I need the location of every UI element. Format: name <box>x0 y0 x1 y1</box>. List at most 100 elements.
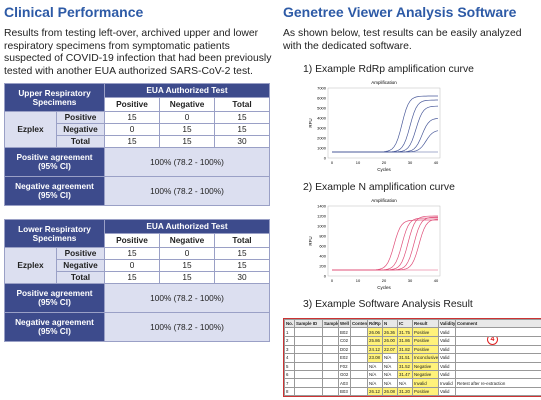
result-cell: 31.52 <box>397 361 413 371</box>
result-cell <box>294 344 323 355</box>
table-row: Positive agreement (95% CI) 100% (78.2 - … <box>4 283 271 314</box>
result-cell <box>322 361 339 371</box>
result-cell: C02 <box>338 335 351 346</box>
value-cell: 15 <box>159 271 215 285</box>
y-tick-label: 3000 <box>317 126 327 131</box>
y-tick-label: 400 <box>319 254 326 259</box>
row-label: Total <box>55 135 106 149</box>
result-cell: 1 <box>284 327 295 337</box>
result-cell: N/A <box>397 378 413 388</box>
subheader-cell: Total <box>213 233 271 249</box>
y-axis-label: RFU <box>308 118 313 127</box>
y-tick-label: 1000 <box>317 146 327 151</box>
row-label: Positive <box>55 111 106 125</box>
result-cell: Valid <box>438 369 456 380</box>
plot-bg <box>327 205 441 277</box>
result-cell <box>455 369 541 380</box>
agreement-value: 100% (78.2 - 100%) <box>104 147 271 178</box>
result-cell: N/A <box>382 353 398 363</box>
result-cell: Negative <box>412 369 439 380</box>
paragraph: As shown below, test results can be easi… <box>283 28 522 52</box>
result-cell: N/A <box>382 361 398 371</box>
agreement-value: 100% (78.2 - 100%) <box>103 283 271 314</box>
agreement-value: 100% (78.2 - 100%) <box>104 176 271 207</box>
row-label: Negative <box>56 259 105 273</box>
result-cell <box>294 369 323 380</box>
result-cell <box>350 369 368 380</box>
chart-title: Amplification <box>371 198 397 203</box>
result-cell <box>322 369 339 380</box>
result-cell <box>294 378 323 388</box>
table-row: Negative 0 15 15 <box>5 259 271 273</box>
value-cell: 30 <box>214 135 271 149</box>
result-cell: A03 <box>338 378 351 388</box>
column-header: IC <box>397 318 413 329</box>
result-cell <box>455 327 541 337</box>
result-cell: 4 <box>284 353 295 363</box>
result-cell: 31.86 <box>397 335 413 346</box>
section-title: Genetree Viewer Analysis Software <box>283 4 517 20</box>
section-label: 1) Example RdRp amplification curve <box>303 64 474 75</box>
x-tick-label: 20 <box>382 160 387 165</box>
y-tick-label: 200 <box>319 264 326 269</box>
result-cell: B02 <box>338 327 351 337</box>
y-tick-label: 0 <box>324 274 327 279</box>
table-row: Lower Respiratory Specimens EUA Authorize… <box>4 219 271 249</box>
result-cell <box>350 344 368 355</box>
result-cell: G02 <box>338 369 351 380</box>
column-header: N <box>382 318 398 329</box>
table-row: Negative agreement (95% CI) 100% (78.2 - … <box>3 176 271 207</box>
y-tick-label: 2000 <box>317 136 327 141</box>
row-label: Total <box>56 271 105 285</box>
group-cell: Ezplex <box>4 247 57 285</box>
result-cell: 31.47 <box>397 369 413 380</box>
result-cell: 3 <box>284 344 295 355</box>
result-screenshot: No. Sample ID Sample Well Content RdRp N IC Resu… <box>283 318 541 398</box>
x-axis-label: Cycles <box>377 285 391 290</box>
result-cell: 31.82 <box>397 344 413 355</box>
result-cell <box>350 386 368 397</box>
value-cell: 15 <box>159 259 215 273</box>
x-axis-label: Cycles <box>377 167 391 172</box>
agreement-label: Negative agreement (95% CI) <box>3 176 106 207</box>
result-cell <box>322 386 339 397</box>
result-cell <box>322 327 339 337</box>
x-tick-label: 30 <box>408 160 413 165</box>
result-cell: Retest after re-extraction <box>455 378 541 388</box>
value-cell: 0 <box>159 111 216 125</box>
result-cell: 5 <box>284 361 295 371</box>
value-cell: 15 <box>104 135 161 149</box>
table-row: Positive Negative Total <box>5 97 271 113</box>
column-header: Validity <box>438 318 456 329</box>
x-tick-label: 10 <box>356 278 361 283</box>
result-cell <box>455 386 541 397</box>
value-cell: 0 <box>104 259 160 273</box>
subheader-cell: Positive <box>104 97 161 113</box>
x-tick-label: 20 <box>382 278 387 283</box>
value-cell: 0 <box>159 247 215 261</box>
x-tick-label: 0 <box>331 278 334 283</box>
section-label: 3) Example Software Analysis Result <box>303 299 473 310</box>
plot-bg <box>327 87 441 159</box>
column-header: Result <box>412 318 439 329</box>
x-tick-label: 40 <box>434 160 439 165</box>
table-row: 1 B02 26.06 26.36 31.75 Positive Valid <box>284 327 541 337</box>
row-label: Positive <box>56 247 105 261</box>
result-cell <box>322 353 339 363</box>
result-cell: 26.12 <box>367 386 383 397</box>
left-column: Clinical Performance Results from testin… <box>3 4 272 343</box>
value-cell: 15 <box>214 123 271 137</box>
row-label: Negative <box>55 123 106 137</box>
result-cell <box>350 378 368 388</box>
value-cell: 15 <box>159 123 216 137</box>
result-cell: 22.07 <box>382 344 398 355</box>
result-cell: B03 <box>338 386 351 397</box>
result-cell: Inconclusive <box>412 353 439 363</box>
result-cell: N/A <box>382 378 398 388</box>
table-row: 3 D02 24.12 22.07 31.82 Positive Valid <box>284 344 541 355</box>
table-row: 8 B03 26.12 26.08 31.20 Positive Valid <box>284 386 541 397</box>
result-cell: 2 <box>284 335 295 346</box>
subheader-cell: Total <box>214 97 271 113</box>
result-cell: 8 <box>284 386 295 397</box>
